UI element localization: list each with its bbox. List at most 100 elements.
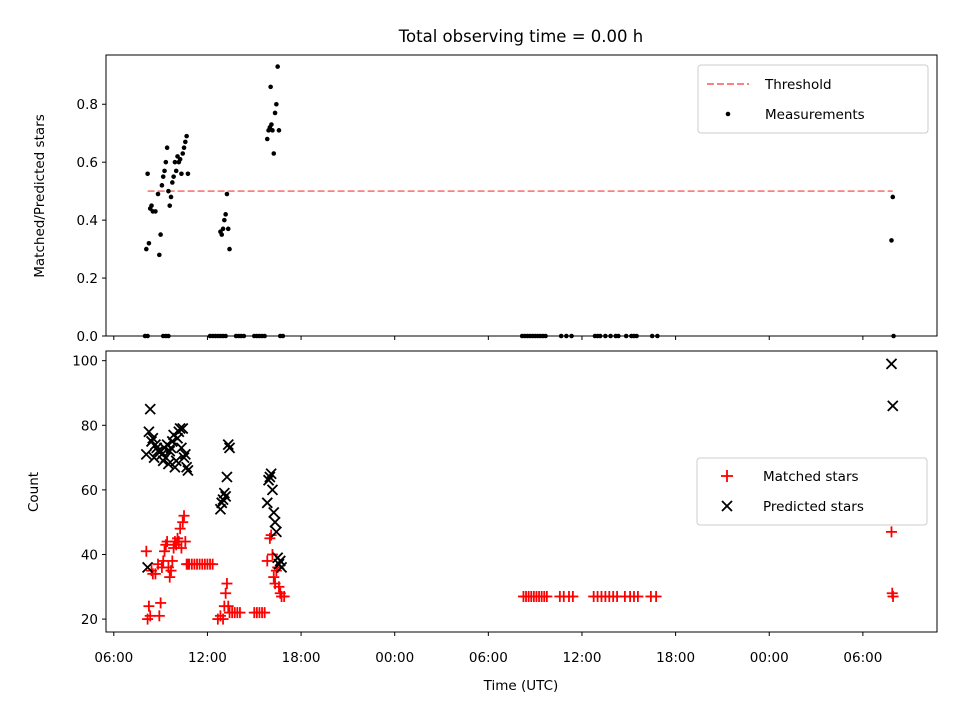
measurement-point [172,159,178,165]
matched-star-point [632,590,644,602]
predicted-star-stroke [141,561,154,574]
measurement-point [184,133,189,139]
predicted-star-stroke [220,490,232,502]
matched-star-point [153,610,165,622]
predicted-star-stroke [178,451,190,464]
predicted-star-stroke [174,422,186,435]
measurement-point [227,246,232,252]
matched-star-point [217,613,229,625]
predicted-star-stroke [262,474,275,486]
measurement-point [145,171,150,177]
predicted-star-stroke [164,445,176,457]
matched-star-point [885,526,897,538]
predicted-star-point [265,468,277,480]
top-plot-frame [105,54,938,337]
bottom-legend: Matched stars Predicted stars [696,457,928,526]
matched-star-point [222,600,234,612]
predicted-star-point [182,464,194,477]
matched-star-point [220,587,232,599]
predicted-star-stroke [275,561,288,574]
x-axis-label: Time (UTC) [483,678,559,694]
predicted-star-point [141,561,154,574]
measurement-point [166,188,171,194]
matched-star-point [164,571,176,583]
matched-star-point [887,590,899,602]
predicted-star-point [174,422,186,435]
matched-star-point [155,597,167,609]
predicted-star-stroke [140,448,152,460]
matched-star-point [567,590,579,602]
predicted-star-point [147,432,159,444]
predicted-star-stroke [144,403,156,415]
matched-star-point [166,555,178,567]
x-tick-label: 12:00 [563,650,602,666]
measurement-point [222,217,227,223]
measurement-point [158,232,163,237]
predicted-star-stroke [270,526,282,538]
predicted-star-stroke [143,426,155,438]
predicted-star-point [261,497,273,509]
measurement-point [180,151,186,156]
predicted-star-stroke [269,516,281,528]
top-y-tick-label: 0.6 [77,155,98,171]
measurement-point [168,194,174,200]
measurement-point [153,209,158,214]
predicted-star-stroke [264,471,276,483]
predicted-star-point [885,358,898,370]
measurement-point [269,122,274,127]
predicted-star-point [179,448,191,460]
bottom-plot-frame [105,350,938,633]
measurement-point [179,171,184,177]
matched-star-point [165,565,177,577]
measurement-point [274,101,279,107]
measurement-point [164,145,170,151]
matched-star-point [143,600,155,612]
predicted-star-point [143,426,155,438]
measurement-point [181,145,187,151]
predicted-star-point [268,506,280,519]
predicted-star-stroke [162,458,175,470]
predicted-star-point [269,516,281,528]
measurement-point [185,171,191,177]
predicted-star-point [275,561,288,574]
bottom-y-tick-label: 40 [81,547,98,563]
x-tick-label: 00:00 [375,650,414,666]
predicted-star-stroke [149,439,162,451]
bottom-y-axis-label: Count [26,472,42,512]
top-ticks-layer: 0.0 0.2 0.4 0.6 0.8 [77,97,864,345]
predicted-star-point [270,526,282,538]
predicted-star-stroke [261,497,273,509]
predicted-star-stroke [177,422,189,435]
matched-star-point [266,548,278,560]
predicted-star-stroke [182,464,194,477]
top-y-tick-label: 0.0 [77,329,98,345]
predicted-star-stroke [179,448,191,460]
bottom-y-tick-label: 20 [81,612,98,628]
measurement-point [268,84,273,90]
matched-star-point [273,581,285,593]
chart-title: Total observing time = 0.00 h [398,27,643,46]
bottom-y-tick-label: 60 [81,483,98,499]
measurement-point [177,156,183,162]
predicted-star-stroke [222,439,234,451]
x-tick-label: 00:00 [750,650,789,666]
x-tick-label: 18:00 [656,650,695,666]
legend-measurements-label: Measurements [765,107,865,123]
predicted-star-stroke [147,432,159,444]
matched-star-point [541,590,553,602]
panel-counts: 20 40 60 80 100 06:00 12:00 18:00 00:00 06:00 12:0… [26,350,938,694]
matched-star-point [650,590,662,602]
legend-matched-label: Matched stars [763,469,859,485]
measurement-point [167,203,173,208]
legend-measurements-swatch [725,111,731,117]
bottom-marks-layer [140,358,899,625]
top-legend: Threshold Measurements [697,64,929,134]
matched-star-point [221,578,233,590]
bottom-legend-box [696,457,928,526]
top-y-axis-label: Matched/Predicted stars [32,114,48,277]
predicted-star-point [262,474,275,486]
predicted-star-point [223,442,236,454]
measurement-point [170,180,175,185]
matched-star-point [159,545,171,557]
